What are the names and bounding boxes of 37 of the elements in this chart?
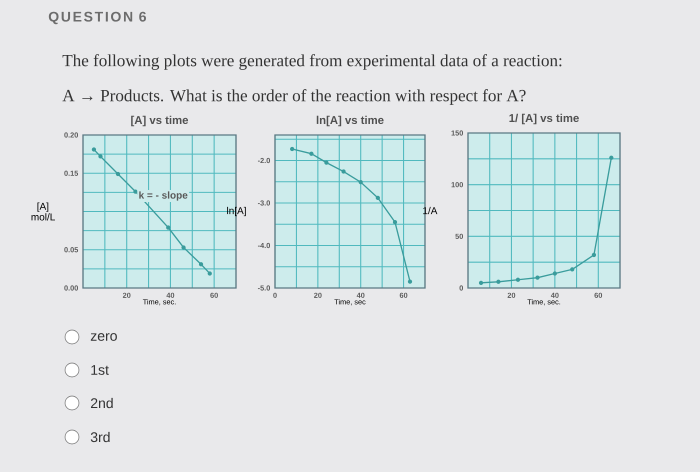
point [92, 147, 96, 152]
point [98, 154, 103, 159]
point [609, 156, 614, 160]
annotation: k = - slope [139, 191, 188, 201]
text: QUESTION 6 [48, 12, 146, 24]
point [552, 271, 557, 276]
point [116, 172, 120, 176]
point [392, 220, 398, 224]
point [478, 280, 484, 285]
point [181, 245, 186, 250]
point [290, 146, 294, 152]
text: 3rd [90, 432, 110, 442]
point [592, 252, 596, 258]
point [408, 279, 412, 284]
point [570, 267, 574, 272]
point [208, 271, 212, 276]
point [535, 276, 540, 280]
text: 1st [91, 365, 109, 375]
point [496, 280, 501, 284]
y-axis-title: [A] mol/L [32, 202, 55, 221]
point [166, 225, 170, 230]
point [376, 196, 380, 200]
text: A → Products. What is the order of the reaction with respect for A? [62, 89, 526, 105]
point [516, 278, 520, 282]
chart-title: 1/ [A] vs time [509, 114, 579, 124]
point [358, 180, 363, 184]
point [341, 169, 346, 174]
point [309, 152, 314, 156]
text: 2nd [90, 398, 113, 408]
point [198, 262, 204, 266]
chart-title: ln[A] vs time [316, 116, 384, 126]
point [133, 189, 138, 194]
chart-title: [A] vs time [131, 116, 188, 126]
y-axis-title: ln[A] [227, 206, 246, 216]
point [324, 160, 329, 165]
text: zero [90, 333, 117, 341]
text: The following plots were generated from experimental data of a reaction: [62, 54, 562, 70]
